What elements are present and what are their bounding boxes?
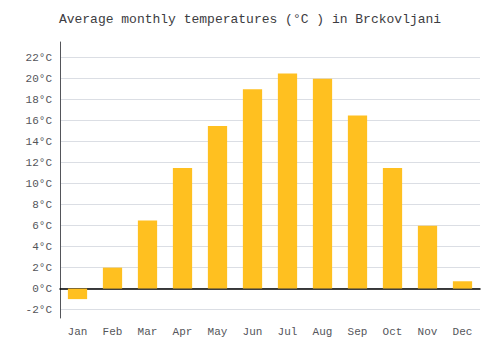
svg-text:Feb: Feb [103, 326, 123, 338]
svg-text:10°C: 10°C [26, 178, 53, 190]
svg-text:12°C: 12°C [26, 157, 53, 169]
svg-text:2°C: 2°C [32, 262, 52, 274]
svg-text:0°C: 0°C [32, 283, 52, 295]
svg-text:Mar: Mar [138, 326, 158, 338]
svg-text:Oct: Oct [383, 326, 403, 338]
svg-text:Jul: Jul [278, 326, 298, 338]
svg-text:Average monthly temperatures (: Average monthly temperatures (°C ) in Br… [59, 12, 441, 27]
svg-text:Dec: Dec [453, 326, 473, 338]
svg-text:Aug: Aug [313, 326, 333, 338]
svg-text:6°C: 6°C [32, 220, 52, 232]
svg-text:22°C: 22°C [26, 52, 53, 64]
svg-text:-2°C: -2°C [26, 304, 53, 316]
svg-text:Jan: Jan [68, 326, 88, 338]
svg-text:Jun: Jun [243, 326, 263, 338]
svg-text:May: May [208, 326, 228, 338]
svg-text:Sep: Sep [348, 326, 368, 338]
svg-text:20°C: 20°C [26, 73, 53, 85]
svg-text:Apr: Apr [173, 326, 193, 338]
svg-text:16°C: 16°C [26, 115, 53, 127]
svg-text:18°C: 18°C [26, 94, 53, 106]
svg-text:14°C: 14°C [26, 136, 53, 148]
svg-text:4°C: 4°C [32, 241, 52, 253]
svg-text:8°C: 8°C [32, 199, 52, 211]
svg-text:Nov: Nov [418, 326, 438, 338]
